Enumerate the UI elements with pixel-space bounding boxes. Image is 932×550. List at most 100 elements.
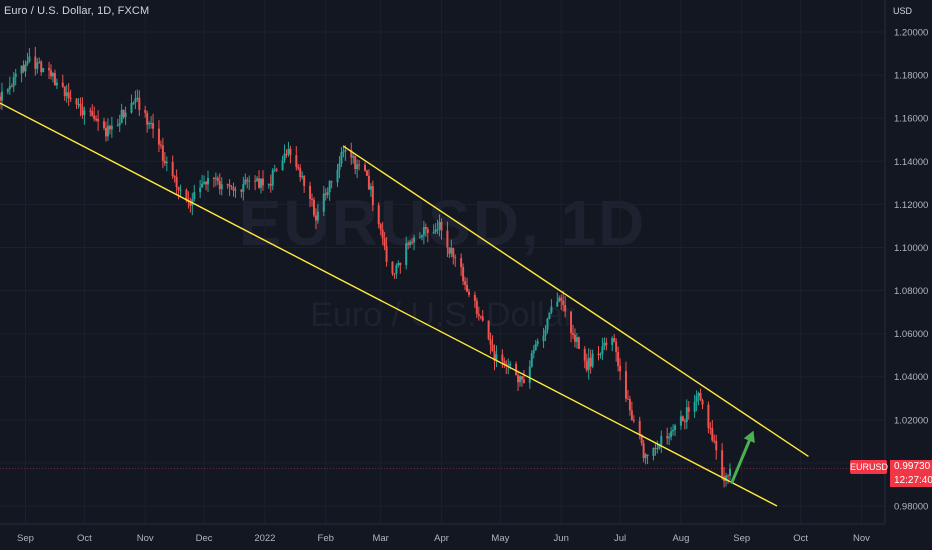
candle-body <box>367 175 370 190</box>
x-tick-label: Apr <box>434 533 449 544</box>
x-tick-label: May <box>491 533 509 544</box>
candle-body <box>450 247 453 254</box>
candle-body <box>393 273 396 275</box>
candle-body <box>589 357 592 367</box>
y-tick-label: 1.02000 <box>894 415 928 426</box>
candle-body <box>159 144 162 146</box>
candle-body <box>330 181 333 183</box>
candle-body <box>658 444 661 449</box>
candle-body <box>520 376 523 380</box>
candle-body <box>715 440 718 451</box>
candle-body <box>672 430 675 432</box>
candle-body <box>564 304 567 312</box>
candle-body <box>6 89 9 92</box>
candle-body <box>297 167 300 169</box>
candle-body <box>240 189 243 192</box>
candle-body <box>342 151 345 153</box>
candle-body <box>532 350 535 354</box>
candle-body <box>324 193 327 195</box>
candle-body <box>660 436 663 445</box>
candle-body <box>591 353 594 367</box>
candle-body <box>652 448 655 457</box>
candle-body <box>556 301 559 307</box>
candle-body <box>583 348 586 361</box>
candle-body <box>695 395 698 402</box>
candle-body <box>301 176 304 178</box>
candle-body <box>550 306 553 313</box>
candle-body <box>619 365 622 372</box>
candle-body <box>601 346 604 354</box>
candle-body <box>314 215 317 221</box>
candle-body <box>163 160 166 164</box>
candle-body <box>699 393 702 401</box>
candle-body <box>38 61 41 63</box>
candle-body <box>509 363 512 366</box>
candle-body <box>632 420 635 422</box>
candle-body <box>283 153 286 161</box>
candle-body <box>711 428 714 441</box>
candle-body <box>63 86 66 97</box>
candle-body <box>216 177 219 181</box>
candle-body <box>77 103 80 105</box>
candle-body <box>203 181 206 184</box>
candle-body <box>473 294 476 301</box>
candle-body <box>642 443 645 459</box>
candle-body <box>79 103 82 107</box>
candle-body <box>466 284 469 292</box>
candle-body <box>617 352 620 366</box>
candle-body <box>350 150 353 158</box>
candle-body <box>326 192 329 195</box>
candle-body <box>275 169 278 171</box>
candle-body <box>50 70 53 77</box>
candle-body <box>522 379 525 383</box>
candle-body <box>624 371 627 399</box>
candle-body <box>501 354 504 362</box>
candle-body <box>287 148 290 155</box>
chart-title: Euro / U.S. Dollar, 1D, FXCM <box>4 5 150 17</box>
candle-body <box>248 180 251 182</box>
candle-body <box>116 125 119 127</box>
candle-body <box>407 243 410 245</box>
candle-body <box>381 229 384 239</box>
candle-body <box>36 62 39 69</box>
candle-body <box>452 247 455 258</box>
candle-body <box>399 263 402 266</box>
x-tick-label: Feb <box>318 533 334 544</box>
candle-body <box>668 436 671 439</box>
candle-body <box>679 416 682 426</box>
candle-body <box>546 318 549 330</box>
candle-body <box>281 160 284 170</box>
candle-body <box>193 192 196 200</box>
candle-body <box>218 180 221 190</box>
candle-body <box>611 338 614 345</box>
candle-body <box>646 454 649 457</box>
candle-body <box>122 109 125 118</box>
candle-body <box>338 163 341 170</box>
candle-body <box>477 313 480 316</box>
candle-body <box>493 351 496 361</box>
candle-body <box>108 125 111 130</box>
candle-body <box>118 123 121 126</box>
arrow-head <box>743 430 755 444</box>
candle-body <box>61 82 64 87</box>
candle-body <box>519 376 522 383</box>
candle-body <box>205 181 208 185</box>
x-tick-label: Jul <box>614 533 626 544</box>
candle-body <box>75 98 78 105</box>
candle-body <box>130 103 133 113</box>
candle-body <box>259 178 262 188</box>
candle-body <box>81 106 84 116</box>
candle-body <box>132 102 135 104</box>
candle-body <box>575 337 578 342</box>
candle-body <box>356 164 359 170</box>
candle-body <box>503 361 506 364</box>
candle-body <box>358 164 361 166</box>
candle-body <box>489 339 492 345</box>
candle-body <box>83 110 86 116</box>
candle-body <box>560 297 563 301</box>
candle-body <box>613 338 616 342</box>
candle-body <box>20 65 23 74</box>
candle-body <box>148 123 151 125</box>
